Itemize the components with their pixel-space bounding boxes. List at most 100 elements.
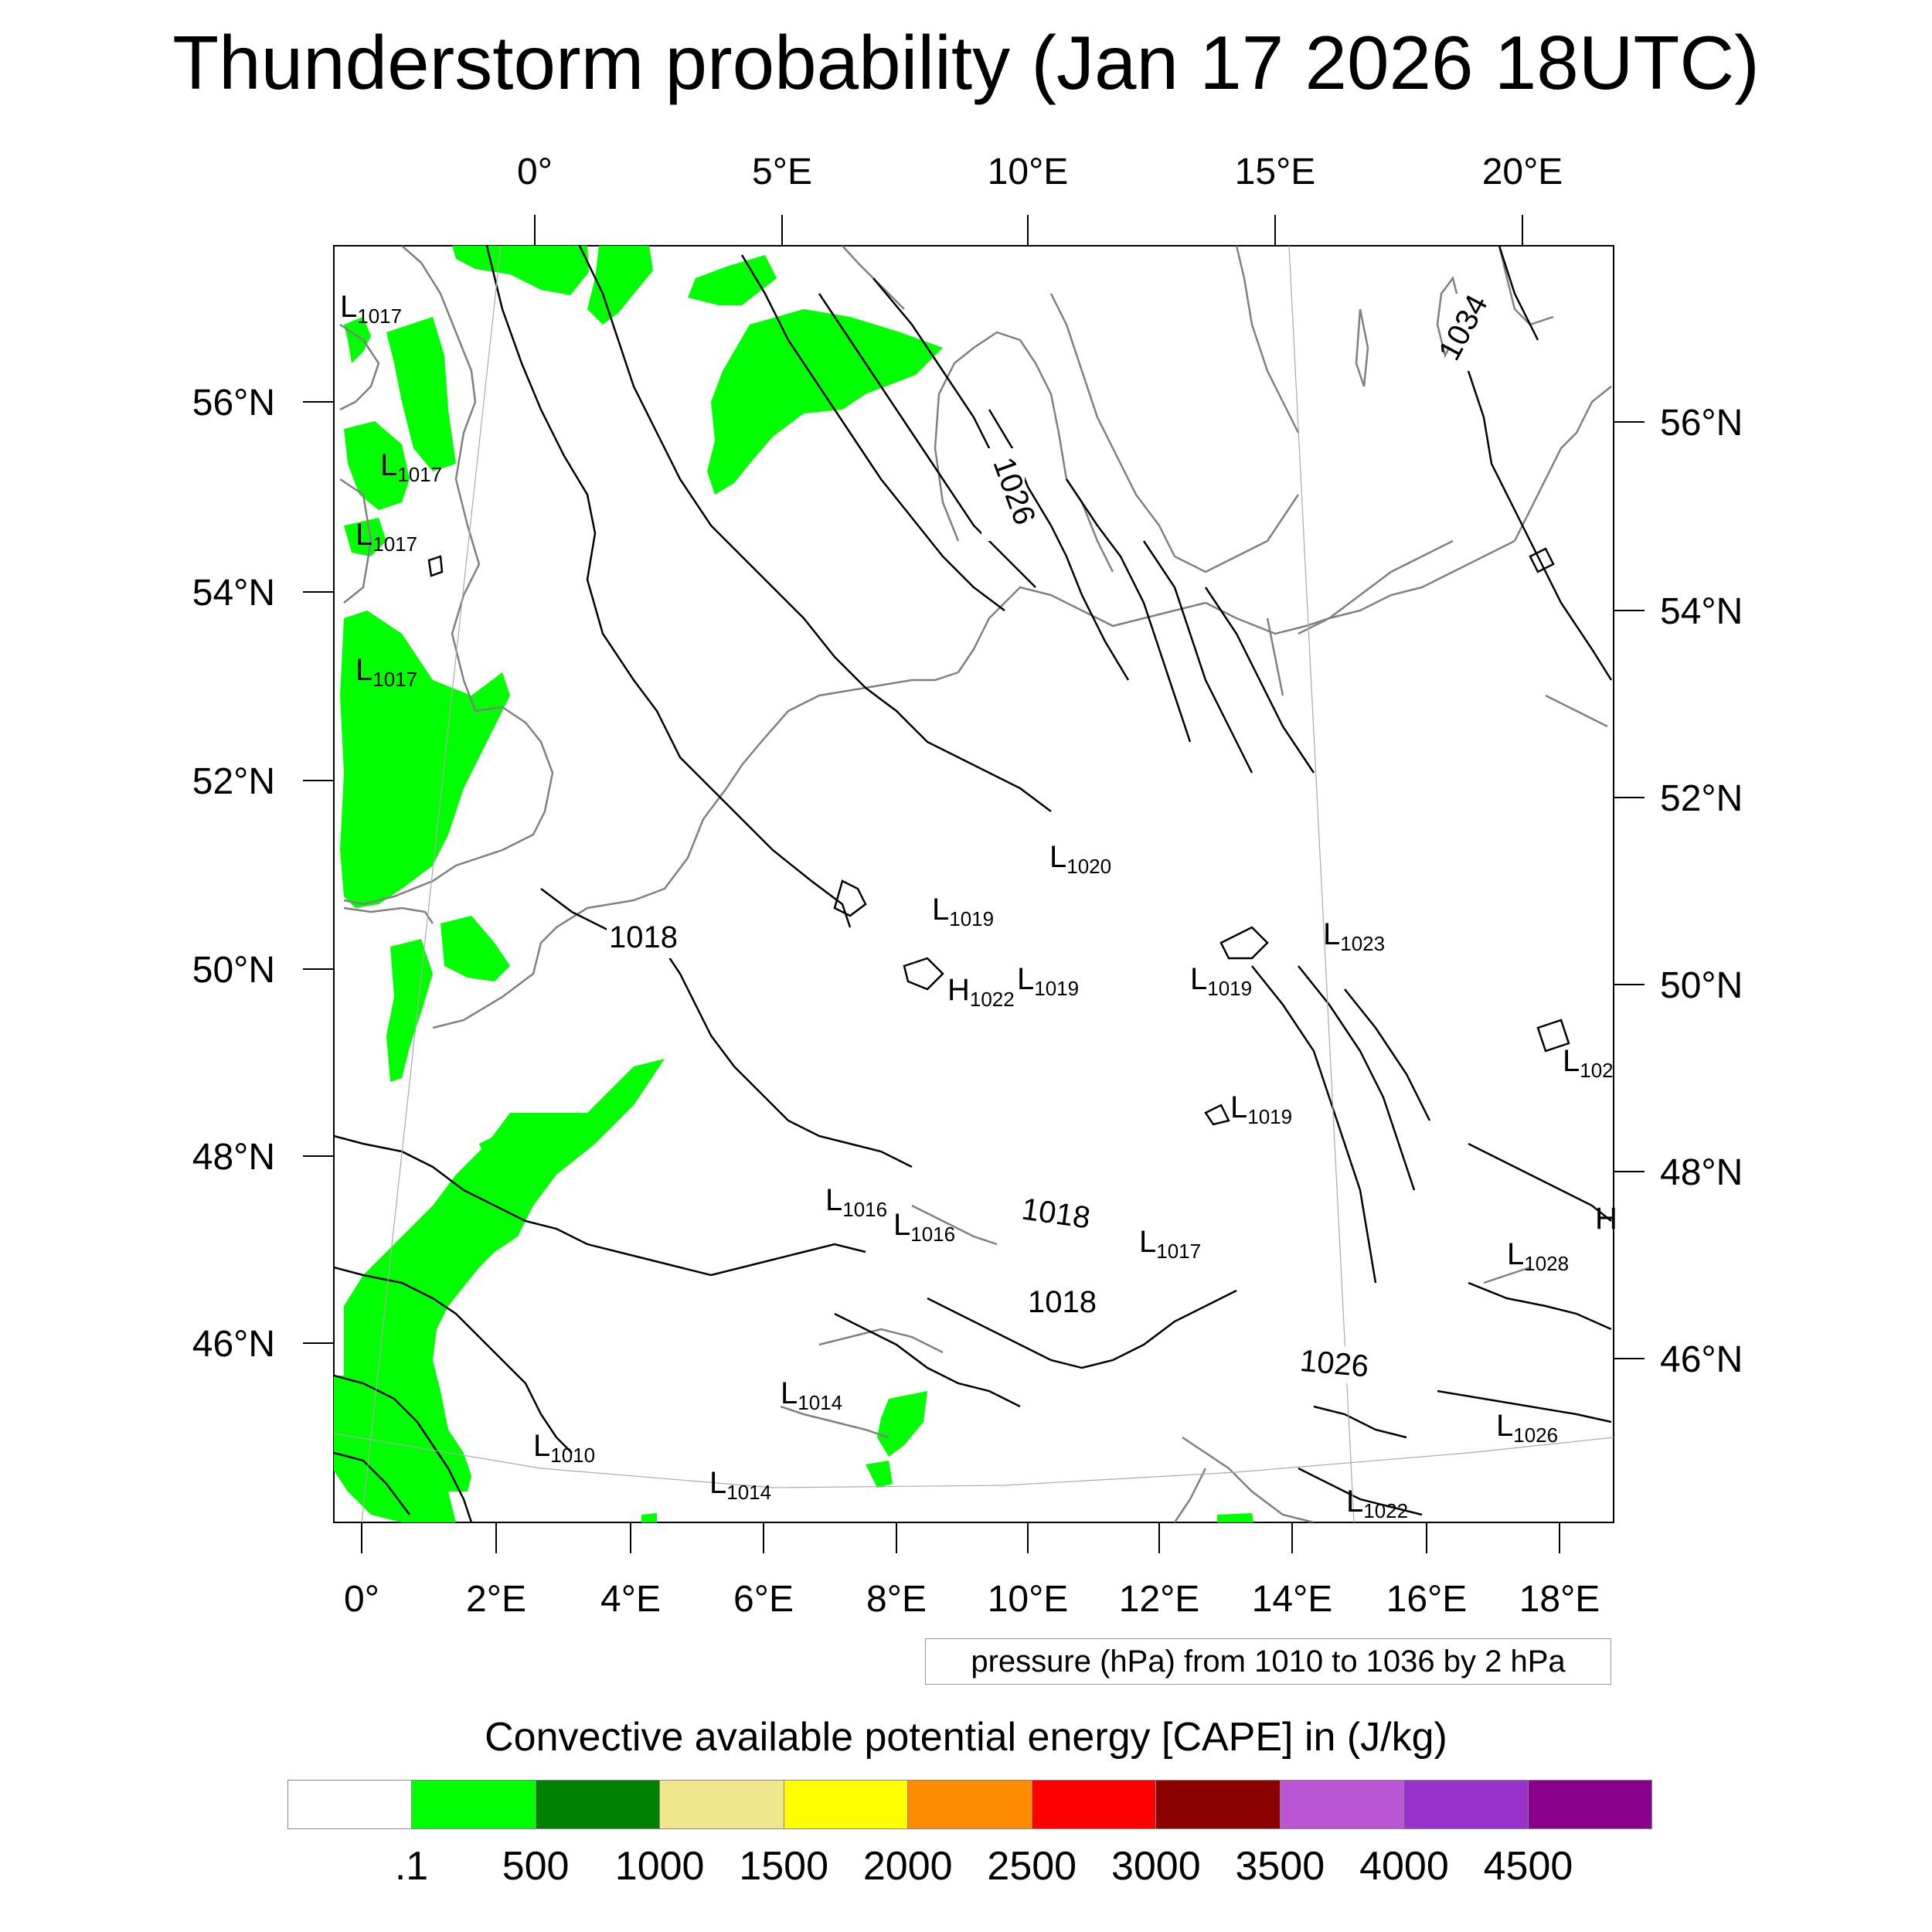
left-lat-label: 48°N bbox=[192, 1137, 275, 1178]
low-marker: L102 bbox=[1563, 1044, 1614, 1082]
coast-germany-north bbox=[957, 586, 1206, 673]
bottom-lon-label: 2°E bbox=[466, 1579, 526, 1620]
isobar-1026-se2 bbox=[1437, 1389, 1612, 1423]
colorbar-swatch bbox=[908, 1781, 1032, 1828]
colorbar-swatch bbox=[1156, 1781, 1281, 1828]
colorbar-tick-label: 4500 bbox=[1483, 1844, 1573, 1889]
cape-region-channel-east bbox=[440, 916, 510, 981]
colorbar bbox=[287, 1780, 1652, 1829]
colorbar-tick-label: 2500 bbox=[987, 1844, 1077, 1889]
low-marker: L1017 bbox=[355, 518, 417, 556]
low-marker: L1010 bbox=[533, 1429, 595, 1467]
isobars bbox=[334, 246, 1613, 1522]
bottom-lon-label: 6°E bbox=[733, 1579, 794, 1620]
coast-italy-adriatic bbox=[1173, 1468, 1207, 1522]
bottom-lon-label: 14°E bbox=[1252, 1579, 1333, 1620]
isobar-1030-se bbox=[1468, 1142, 1612, 1222]
cape-region-ligurian bbox=[866, 1461, 893, 1488]
bottom-lon-label: 18°E bbox=[1519, 1579, 1600, 1620]
coast-sweden-south bbox=[1174, 494, 1300, 573]
bottom-lon-label: 10°E bbox=[988, 1579, 1069, 1620]
graticule bbox=[333, 245, 1614, 1523]
coast-ligurian bbox=[780, 1405, 889, 1439]
cape-region-france-north bbox=[479, 1128, 533, 1179]
isobar-1030 bbox=[1142, 540, 1253, 774]
right-lat-label: 48°N bbox=[1660, 1152, 1743, 1193]
isobar-labels: 1018 1018 1018 1026 1026 1034 bbox=[607, 289, 1495, 1383]
coast-italy-north bbox=[818, 1328, 944, 1354]
isobar-1016-south bbox=[334, 1134, 866, 1277]
coast-danube-delta bbox=[1483, 1266, 1531, 1284]
isobar-1020-alps bbox=[834, 1312, 1021, 1408]
low-marker: L1019 bbox=[1190, 962, 1252, 1000]
left-lat-labels: 56°N 54°N 52°N 50°N 48°N 46°N bbox=[192, 383, 275, 1365]
left-lat-label: 56°N bbox=[192, 383, 275, 423]
colorbar-title: Convective available potential energy [C… bbox=[485, 1715, 1447, 1760]
cape-region-england bbox=[340, 611, 510, 908]
high-marker: H1022 bbox=[947, 973, 1015, 1011]
isobar-label: 1018 bbox=[1028, 1285, 1097, 1319]
isobar-1028 bbox=[1065, 478, 1192, 743]
isobar-1022-east bbox=[1251, 965, 1377, 1284]
coast-oland bbox=[1355, 308, 1369, 387]
left-lat-label: 50°N bbox=[192, 950, 275, 991]
coast-uk-north bbox=[339, 323, 380, 411]
bottom-lon-label: 16°E bbox=[1386, 1579, 1468, 1620]
bottom-lon-label: 0° bbox=[344, 1579, 379, 1620]
top-lon-label: 20°E bbox=[1482, 151, 1563, 192]
isobar-1036 bbox=[1498, 246, 1539, 341]
bottom-lon-label: 12°E bbox=[1119, 1579, 1200, 1620]
coast-denmark-west bbox=[934, 331, 1021, 542]
isobar-closed-3 bbox=[1219, 926, 1269, 960]
colorbar-tick-label: 3000 bbox=[1111, 1844, 1201, 1889]
isobar-1012 bbox=[334, 1374, 473, 1522]
isobar-closed-2 bbox=[903, 957, 944, 991]
cape-region-north-sea bbox=[452, 246, 589, 295]
isobar-closed-5 bbox=[1204, 1104, 1230, 1126]
colorbar-tick-label: 4000 bbox=[1359, 1844, 1449, 1889]
low-marker: L1026 bbox=[1496, 1409, 1558, 1447]
cape-region-skagerrak bbox=[707, 309, 943, 495]
colorbar-swatch bbox=[784, 1781, 909, 1828]
cape-region-adriatic bbox=[1217, 1513, 1253, 1522]
right-lat-label: 56°N bbox=[1660, 403, 1743, 444]
coast-uk-east bbox=[343, 246, 554, 906]
isobar-1018-central bbox=[578, 246, 1052, 812]
coast-sweden-east bbox=[1235, 246, 1300, 434]
low-marker: L1017 bbox=[380, 448, 442, 486]
low-marker: L1019 bbox=[932, 893, 994, 930]
colorbar-tick-label: 500 bbox=[502, 1844, 570, 1889]
meridian-15e bbox=[1288, 245, 1355, 1523]
low-marker: L1017 bbox=[340, 290, 402, 328]
isobar-1022-se bbox=[1298, 1467, 1423, 1516]
coast-sweden-west bbox=[1049, 293, 1176, 557]
coast-uk-west bbox=[339, 478, 372, 604]
cape-region-uk-east bbox=[344, 421, 410, 510]
right-lat-label: 52°N bbox=[1660, 778, 1743, 819]
isobar-label: 1026 bbox=[1298, 1344, 1369, 1384]
isobar-1018-west bbox=[485, 246, 852, 928]
cape-shading bbox=[334, 246, 1253, 1522]
right-lat-label: 46°N bbox=[1660, 1339, 1743, 1380]
colorbar-swatch bbox=[412, 1781, 536, 1828]
right-lat-labels: 56°N 54°N 52°N 50°N 48°N 46°N bbox=[1660, 403, 1743, 1380]
top-lon-label: 0° bbox=[517, 151, 553, 192]
low-marker: L1014 bbox=[709, 1466, 771, 1504]
colorbar-swatch bbox=[1404, 1781, 1529, 1828]
bottom-lon-labels: 0° 2°E 4°E 6°E 8°E 10°E 12°E 14°E 16°E 1… bbox=[344, 1579, 1600, 1620]
low-marker: L1028 bbox=[1507, 1237, 1569, 1275]
colorbar-swatch bbox=[1528, 1781, 1651, 1828]
low-marker: L1017 bbox=[355, 653, 417, 691]
coast-baltic-east bbox=[1513, 386, 1612, 542]
coast-france-north bbox=[432, 899, 634, 1029]
coast-adriatic-east bbox=[1182, 1436, 1315, 1522]
top-lon-label: 5°E bbox=[752, 151, 812, 192]
cape-region-uk-mid bbox=[386, 317, 456, 471]
isobar-1028-se bbox=[1468, 1281, 1612, 1331]
cape-region-uk-coast bbox=[344, 518, 386, 556]
coast-finland-gulf bbox=[1498, 246, 1554, 326]
isobar-1018-alps bbox=[927, 1289, 1237, 1369]
colorbar-tick-label: 2000 bbox=[862, 1844, 953, 1889]
isobar-closed-6 bbox=[1529, 547, 1555, 573]
